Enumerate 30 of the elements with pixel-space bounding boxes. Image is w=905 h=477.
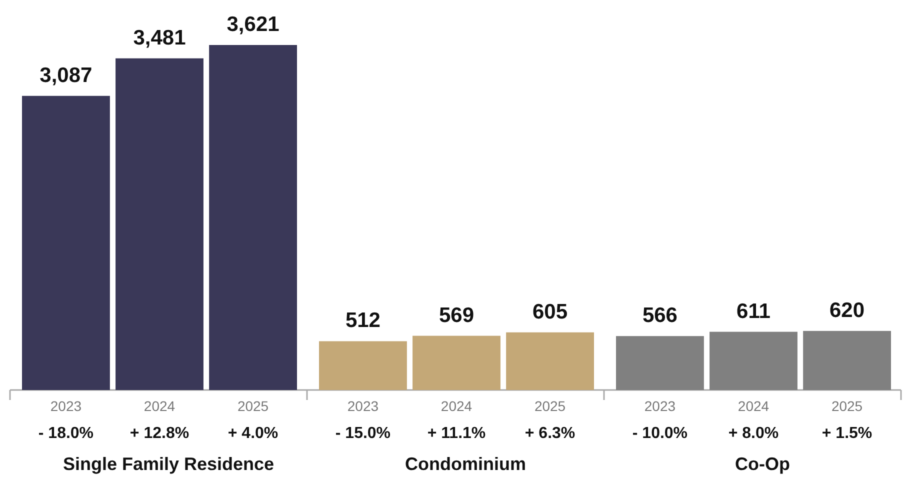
x-tick-label: 2025 xyxy=(831,398,863,414)
text: + 6.3% xyxy=(524,425,576,442)
text: - 10.0% xyxy=(632,425,688,442)
x-tick-label: 2025 xyxy=(237,398,269,414)
data-label: 620 xyxy=(830,298,865,322)
data-label: 566 xyxy=(642,304,678,328)
x-tick-label: 2024 xyxy=(440,398,472,414)
text: - 15.0% xyxy=(335,425,391,442)
data-label: 569 xyxy=(438,304,474,327)
data-label: 3,087 xyxy=(40,64,92,87)
x-tick-label: 2025 xyxy=(534,398,566,414)
x-tick-label: 2023 xyxy=(347,398,379,414)
text: + 8.0% xyxy=(728,425,779,442)
data-label: 512 xyxy=(345,309,380,332)
x-tick-label: 2024 xyxy=(144,398,176,414)
text: + 4.0% xyxy=(228,425,278,442)
x-tick-label: 2023 xyxy=(644,398,676,414)
data-label: 3,481 xyxy=(133,26,186,50)
data-label: 3,621 xyxy=(226,13,280,36)
data-label: 611 xyxy=(736,300,771,323)
x-tick-label: 2024 xyxy=(738,398,770,414)
x-axis-title: Single Family Residence xyxy=(62,454,274,474)
text: + 11.1% xyxy=(427,425,486,442)
text: + 12.8% xyxy=(130,425,190,442)
data-label: 605 xyxy=(532,300,568,324)
text: - 18.0% xyxy=(38,425,94,442)
x-tick-label: 2023 xyxy=(50,398,82,414)
x-axis-title: Co-Op xyxy=(735,454,790,474)
x-axis-title: Condominium xyxy=(405,454,526,474)
text: + 1.5% xyxy=(822,425,872,442)
